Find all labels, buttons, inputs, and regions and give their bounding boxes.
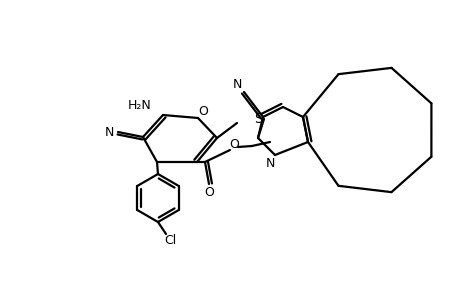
- Text: H₂N: H₂N: [128, 98, 151, 112]
- Text: N: N: [232, 77, 241, 91]
- Text: Cl: Cl: [163, 233, 176, 247]
- Text: N: N: [104, 125, 113, 139]
- Text: O: O: [229, 137, 238, 151]
- Text: S: S: [254, 112, 263, 126]
- Text: O: O: [204, 185, 213, 199]
- Text: N: N: [265, 157, 274, 169]
- Text: O: O: [198, 104, 207, 118]
